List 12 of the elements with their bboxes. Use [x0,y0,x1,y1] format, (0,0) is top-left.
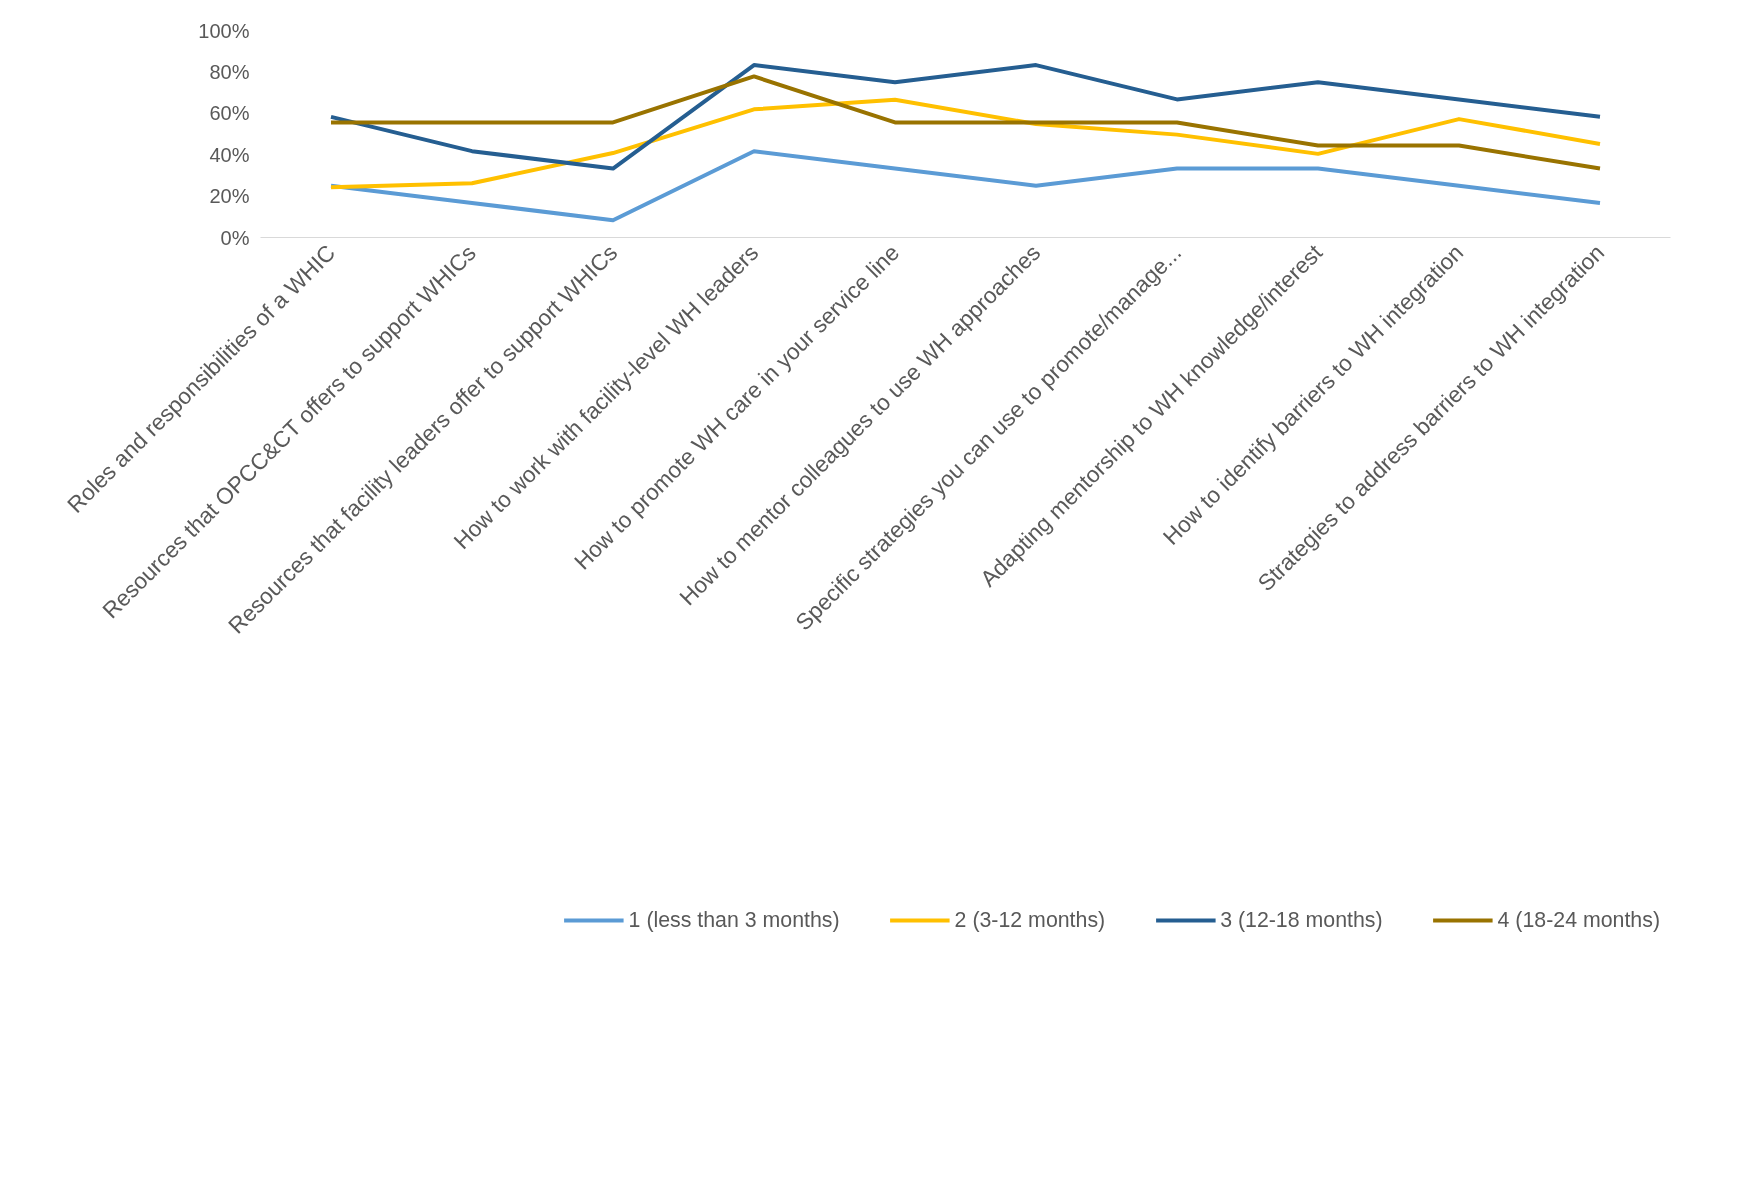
line-series [329,97,1602,190]
y-tick-label: 20% [209,185,250,208]
legend-label: 2 (3-12 months) [954,907,1106,933]
line-series [329,149,1602,223]
y-tick-label: 100% [198,19,250,42]
legend-label: 3 (12-18 months) [1220,907,1383,933]
legend-label: 4 (18-24 months) [1497,907,1660,933]
y-tick-label: 80% [209,60,250,83]
y-tick-label: 60% [209,102,250,125]
y-tick-label: 40% [209,143,250,166]
y-tick-label: 0% [220,226,250,249]
legend-label: 1 (less than 3 months) [628,907,840,933]
